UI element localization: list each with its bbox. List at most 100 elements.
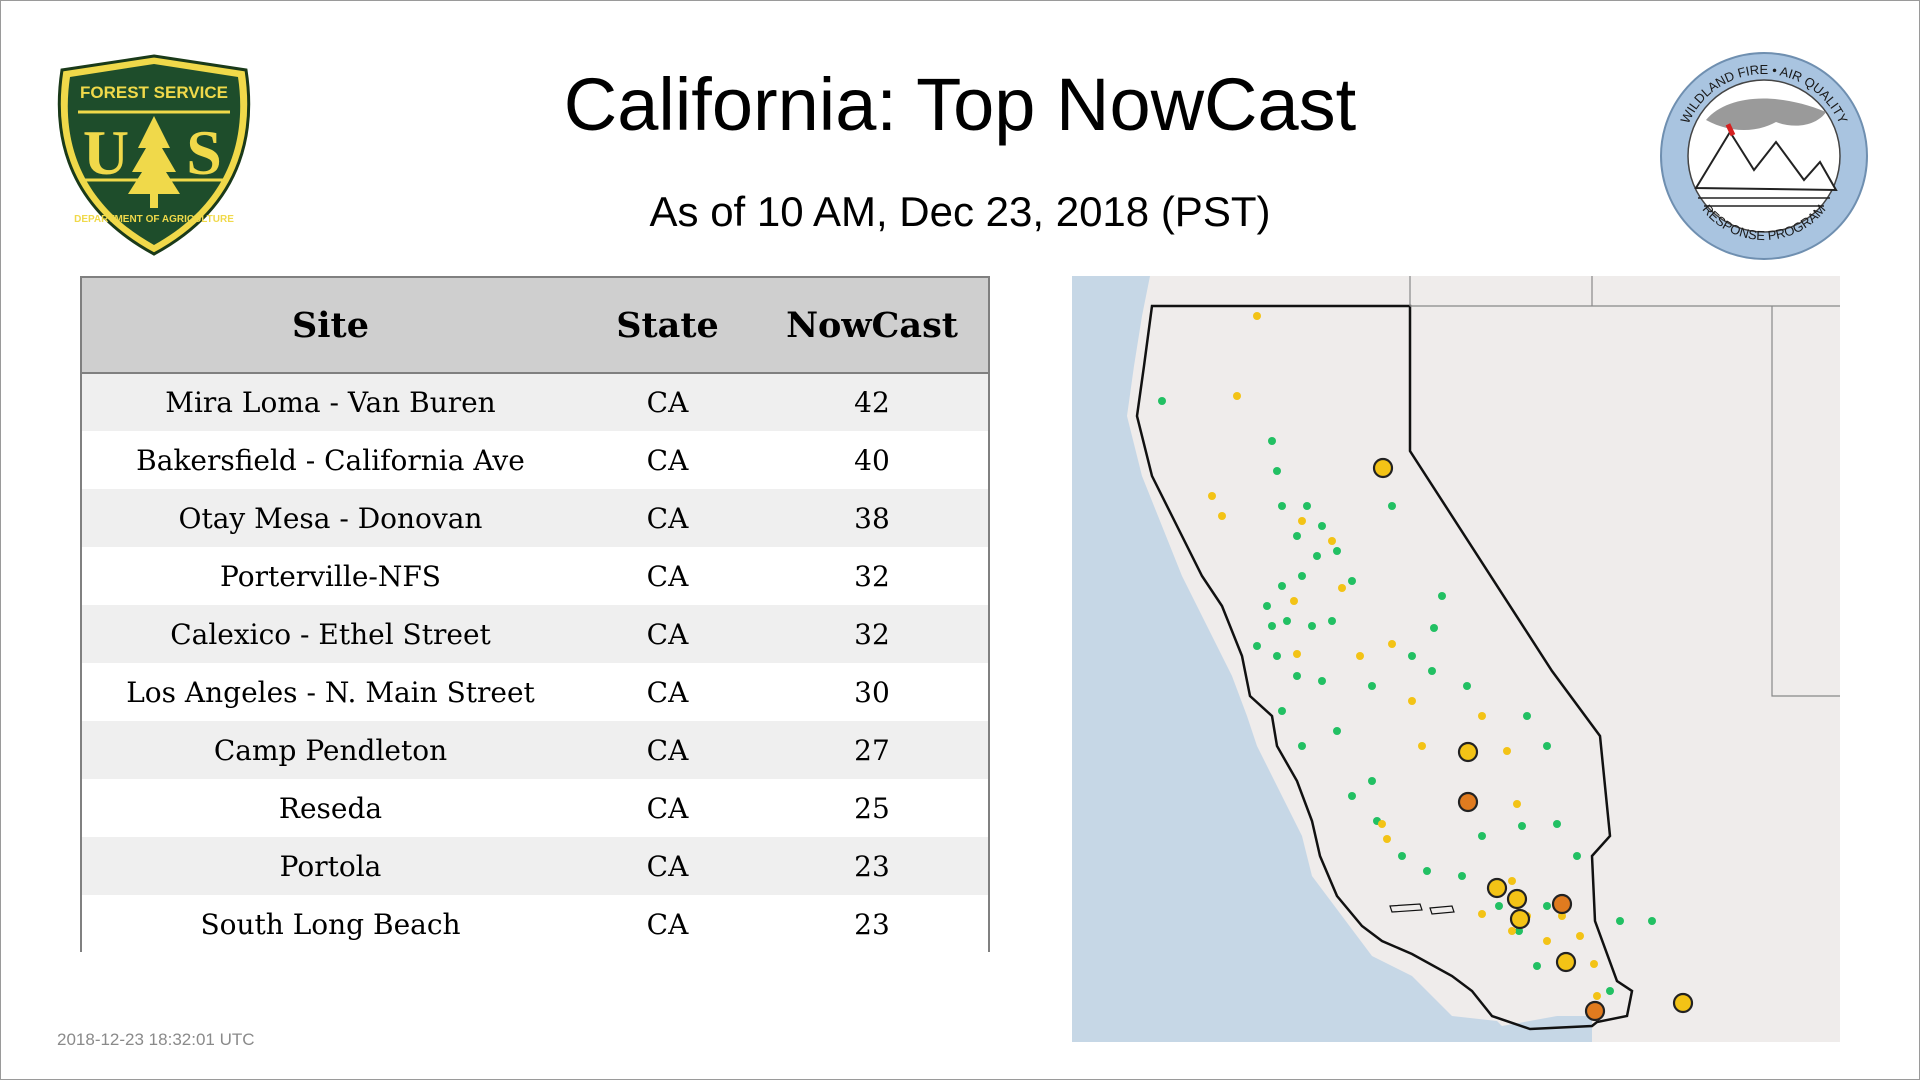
monitor-dot	[1328, 537, 1336, 545]
wildland-fire-air-quality-icon: WILDLAND FIRE • AIR QUALITY RESPONSE PRO…	[1658, 50, 1870, 262]
monitor-dot	[1606, 987, 1614, 995]
monitor-dot	[1533, 962, 1541, 970]
monitor-dot	[1273, 467, 1281, 475]
svg-text:DEPARTMENT OF AGRICULTURE: DEPARTMENT OF AGRICULTURE	[74, 214, 234, 225]
nowcast-cell: 32	[854, 617, 890, 651]
monitor-dot	[1253, 642, 1261, 650]
site-cell: Bakersfield - California Ave	[136, 443, 525, 477]
map-canvas	[1072, 276, 1840, 1042]
mira-loma-monitor	[1551, 893, 1573, 915]
monitor-dot	[1523, 712, 1531, 720]
state-cell: CA	[646, 849, 689, 883]
monitor-dot	[1318, 522, 1326, 530]
nowcast-cell: 23	[854, 849, 890, 883]
monitor-dot	[1293, 650, 1301, 658]
monitor-dot	[1543, 742, 1551, 750]
monitor-dot	[1503, 747, 1511, 755]
table-row: Mira Loma - Van Buren CA 42	[82, 373, 988, 431]
monitor-dot	[1478, 910, 1486, 918]
nowcast-cell: 27	[854, 733, 890, 767]
nowcast-cell: 42	[854, 386, 890, 419]
monitor-dot	[1495, 902, 1503, 910]
monitor-dot	[1278, 707, 1286, 715]
site-cell: Los Angeles - N. Main Street	[126, 675, 535, 709]
monitor-dot	[1268, 622, 1276, 630]
monitor-dot	[1308, 622, 1316, 630]
state-cell: CA	[646, 443, 689, 477]
site-cell: Otay Mesa - Donovan	[178, 501, 483, 535]
monitor-dot	[1478, 832, 1486, 840]
monitor-dot	[1328, 617, 1336, 625]
land-area	[1127, 276, 1840, 1042]
site-cell: Camp Pendleton	[213, 733, 448, 767]
monitor-dot	[1290, 597, 1298, 605]
column-header-state: State	[579, 278, 756, 374]
monitor-dot	[1293, 672, 1301, 680]
site-cell: Porterville-NFS	[220, 559, 441, 593]
state-cell: CA	[646, 559, 689, 593]
monitor-dot	[1576, 932, 1584, 940]
site-cell: Portola	[279, 849, 382, 883]
monitor-dot	[1408, 652, 1416, 660]
svg-text:U: U	[83, 117, 129, 188]
state-cell: CA	[646, 675, 689, 709]
nowcast-table: Site State NowCast Mira Loma - Van Buren…	[80, 276, 990, 953]
nowcast-cell: 23	[854, 907, 890, 941]
otay-mesa-monitor	[1584, 1000, 1606, 1022]
monitor-dot	[1298, 572, 1306, 580]
monitor-dot	[1458, 872, 1466, 880]
monitor-dot	[1348, 792, 1356, 800]
california-monitor-map	[1072, 276, 1840, 1042]
monitor-dot	[1268, 437, 1276, 445]
monitor-dot	[1283, 617, 1291, 625]
table-header-row: Site State NowCast	[82, 278, 988, 374]
table-row: Porterville-NFS CA 32	[82, 547, 988, 605]
monitor-dot	[1648, 917, 1656, 925]
monitor-dot	[1273, 652, 1281, 660]
portola-monitor	[1372, 457, 1394, 479]
state-cell: CA	[646, 617, 689, 651]
nowcast-cell: 32	[854, 559, 890, 593]
monitor-dot	[1278, 582, 1286, 590]
table-row: Calexico - Ethel Street CA 32	[82, 605, 988, 663]
monitor-dot	[1508, 927, 1516, 935]
monitor-dot	[1463, 682, 1471, 690]
table-row: Camp Pendleton CA 27	[82, 721, 988, 779]
table-row: South Long Beach CA 23	[82, 895, 988, 953]
monitor-dot	[1368, 682, 1376, 690]
state-cell: CA	[646, 501, 689, 535]
monitor-dot	[1158, 397, 1166, 405]
nowcast-cell: 38	[854, 501, 890, 535]
monitor-dot	[1263, 602, 1271, 610]
table-row: Reseda CA 25	[82, 779, 988, 837]
monitor-dot	[1378, 820, 1386, 828]
monitor-dot	[1218, 512, 1226, 520]
south-long-beach-monitor	[1509, 908, 1531, 930]
monitor-dot	[1293, 532, 1301, 540]
state-cell: CA	[646, 386, 689, 419]
monitor-dot	[1348, 577, 1356, 585]
site-cell: South Long Beach	[200, 907, 461, 941]
monitor-dot	[1298, 517, 1306, 525]
monitor-dot	[1388, 502, 1396, 510]
bakersfield-monitor	[1457, 791, 1479, 813]
monitor-dot	[1298, 742, 1306, 750]
monitor-dot	[1398, 852, 1406, 860]
svg-text:S: S	[186, 117, 222, 188]
nowcast-cell: 30	[854, 675, 890, 709]
nevada-border	[1771, 306, 1840, 697]
camp-pendleton-monitor	[1555, 951, 1577, 973]
monitor-dot	[1430, 624, 1438, 632]
column-header-site: Site	[82, 278, 579, 374]
monitor-dot	[1333, 727, 1341, 735]
monitor-dot	[1208, 492, 1216, 500]
monitor-dot	[1418, 742, 1426, 750]
monitor-dot	[1508, 877, 1516, 885]
monitor-dot	[1543, 902, 1551, 910]
column-header-nowcast: NowCast	[756, 278, 988, 374]
monitor-dot	[1313, 552, 1321, 560]
top-site-monitors	[1372, 457, 1694, 1022]
monitor-dot	[1423, 867, 1431, 875]
monitor-dot	[1278, 502, 1286, 510]
monitor-dot	[1573, 852, 1581, 860]
